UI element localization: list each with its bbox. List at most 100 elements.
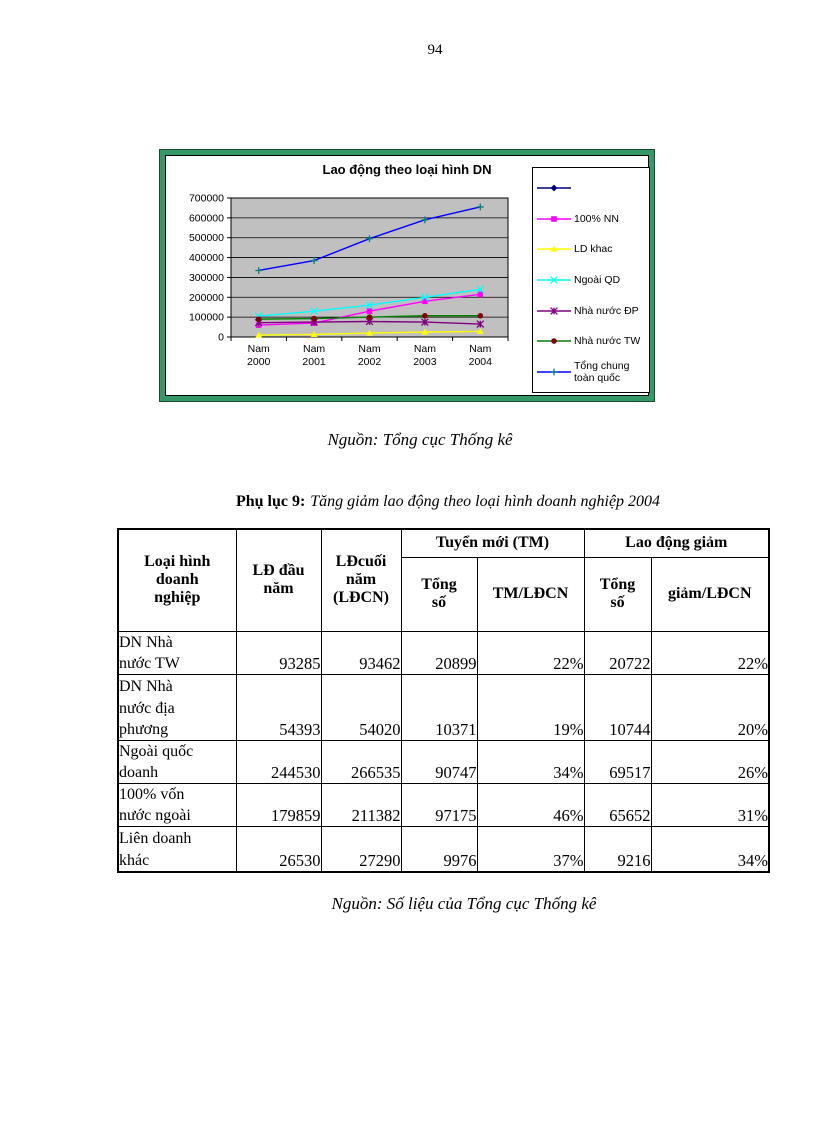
legend-label: 100% NN — [574, 212, 619, 225]
svg-text:300000: 300000 — [189, 272, 224, 284]
legend-item: LD khac — [537, 234, 647, 265]
svg-text:Nam: Nam — [358, 343, 380, 355]
value-cell: 26530 — [235, 826, 322, 873]
svg-text:Nam: Nam — [303, 343, 325, 355]
row-label: DN Nhà nước TW — [119, 633, 180, 672]
value-cell: 31% — [650, 782, 770, 828]
x-marker-icon — [537, 273, 571, 287]
table-title: Phụ lục 9: Tăng giảm lao động theo loại h… — [40, 493, 816, 511]
diamond-marker-icon — [537, 181, 571, 195]
value-cell: 37% — [476, 826, 585, 873]
table-row: DN Nhà nước TW 93285 93462 20899 22% 20722 22% — [117, 630, 770, 675]
value-cell: 9216 — [583, 826, 652, 873]
header-loai-hinh: Loại hình doanh nghiệp — [117, 528, 237, 632]
legend-item: Ngoài QD — [537, 265, 647, 296]
chart-legend: 100% NN LD khac Ngoài QD Nhà nước ĐP Nhà nướ… — [532, 167, 650, 393]
table-source-caption: Nguồn: Số liệu của Tổng cục Thống kê — [331, 894, 597, 913]
legend-item — [537, 173, 647, 204]
legend-label: Ngoài QD — [574, 273, 621, 286]
svg-text:0: 0 — [218, 332, 224, 344]
header-giam-ldcn: giảm/LĐCN — [650, 556, 770, 632]
legend-label: Nhà nước TW — [574, 335, 641, 348]
chart-title: Lao động theo loại hình DN — [322, 162, 492, 177]
table-title-prefix: Phụ lục 9: — [235, 493, 306, 510]
chart-source-caption: Nguồn: Tổng cục Thống kê — [327, 430, 513, 449]
value-cell: 54020 — [320, 673, 402, 741]
header-giam-tong-so: Tổng số — [583, 556, 652, 632]
table-row: DN Nhà nước địa phương 54393 54020 10371 19%… — [117, 673, 770, 741]
value-cell: 54393 — [235, 673, 322, 741]
value-cell: 65652 — [583, 782, 652, 828]
svg-text:Nam: Nam — [414, 343, 436, 355]
table-row: 100% vốn nước ngoài 179859 211382 97175 46% 6… — [117, 782, 770, 828]
legend-item: 100% NN — [537, 204, 647, 235]
legend-label: Tổng chung toàn quốc — [574, 359, 630, 384]
value-cell: 179859 — [235, 782, 322, 828]
value-cell: 97175 — [400, 782, 478, 828]
legend-item: Nhà nước ĐP — [537, 295, 647, 326]
value-cell: 22% — [650, 630, 770, 675]
value-cell: 19% — [476, 673, 585, 741]
triangle-marker-icon — [537, 242, 571, 256]
svg-text:Nam: Nam — [248, 343, 270, 355]
header-label: LĐ đầu năm — [252, 562, 305, 598]
row-label-cell: 100% vốn nước ngoài — [117, 782, 237, 828]
row-label-cell: DN Nhà nước TW — [117, 630, 237, 675]
row-label-cell: DN Nhà nước địa phương — [117, 673, 237, 741]
value-cell: 27290 — [320, 826, 402, 873]
svg-text:2000: 2000 — [247, 356, 271, 368]
svg-text:400000: 400000 — [189, 252, 224, 264]
table-header-row-sub: Tổng số TM/LĐCN Tổng số giảm/LĐCN — [118, 556, 770, 632]
table-header-row-top: Loại hình doanh nghiệp LĐ đầu năm LĐcuối… — [117, 528, 770, 632]
svg-text:500000: 500000 — [189, 232, 224, 244]
value-cell: 22% — [476, 630, 585, 675]
appendix-table: Loại hình doanh nghiệp LĐ đầu năm LĐcuối… — [117, 528, 771, 873]
legend-item: Tổng chung toàn quốc — [537, 356, 647, 387]
table-row: Ngoài quốc doanh 244530 266535 90747 34% 6951… — [117, 739, 770, 784]
value-cell: 20% — [650, 673, 770, 741]
svg-text:200000: 200000 — [189, 292, 224, 304]
header-group-tuyen-moi: Tuyển mới (TM) — [400, 528, 585, 558]
chart-area: 0 100000 200000 300000 400000 500000 600000 700… — [165, 155, 650, 396]
legend-label: LD khac — [574, 243, 613, 256]
row-label: 100% vốn nước ngoài — [119, 785, 191, 825]
value-cell: 93285 — [235, 630, 322, 675]
legend-item: Nhà nước TW — [537, 326, 647, 357]
circle-marker-icon — [537, 334, 571, 348]
svg-text:2004: 2004 — [469, 356, 493, 368]
table-title-text: Tăng giảm lao động theo loại hình doanh … — [310, 493, 661, 510]
legend-label: Nhà nước ĐP — [574, 304, 639, 317]
square-marker-icon — [537, 212, 571, 226]
svg-text:Nam: Nam — [469, 343, 491, 355]
svg-text:2003: 2003 — [413, 356, 437, 368]
header-label: Loại hình doanh nghiệp — [144, 553, 211, 607]
page-number: 94 — [427, 42, 443, 58]
svg-text:2002: 2002 — [358, 356, 382, 368]
value-cell: 34% — [650, 826, 770, 873]
svg-text:700000: 700000 — [189, 193, 224, 205]
line-chart: 0 100000 200000 300000 400000 500000 600000 700… — [189, 193, 509, 368]
header-tm-ldcn: TM/LĐCN — [476, 556, 585, 632]
value-cell: 10744 — [583, 673, 652, 741]
value-cell: 266535 — [320, 739, 402, 784]
header-tm-tong-so: Tổng số — [400, 556, 478, 632]
value-cell: 20722 — [583, 630, 652, 675]
svg-text:2001: 2001 — [302, 356, 326, 368]
value-cell: 20899 — [400, 630, 478, 675]
value-cell: 9976 — [400, 826, 478, 873]
value-cell: 90747 — [400, 739, 478, 784]
value-cell: 244530 — [235, 739, 322, 784]
plus-marker-icon — [537, 365, 571, 379]
header-ld-dau-nam: LĐ đầu năm — [235, 528, 322, 632]
row-label-cell: Liên doanh khác — [117, 826, 237, 873]
value-cell: 69517 — [583, 739, 652, 784]
value-cell: 211382 — [320, 782, 402, 828]
asterisk-marker-icon — [537, 304, 571, 318]
table-row: Liên doanh khác 26530 27290 9976 37% 9216 34% — [117, 826, 770, 873]
row-label: Liên doanh khác — [119, 830, 192, 869]
value-cell: 34% — [476, 739, 585, 784]
row-label-cell: Ngoài quốc doanh — [117, 739, 237, 784]
value-cell: 26% — [650, 739, 770, 784]
chart-frame: 0 100000 200000 300000 400000 500000 600000 700… — [159, 149, 655, 402]
